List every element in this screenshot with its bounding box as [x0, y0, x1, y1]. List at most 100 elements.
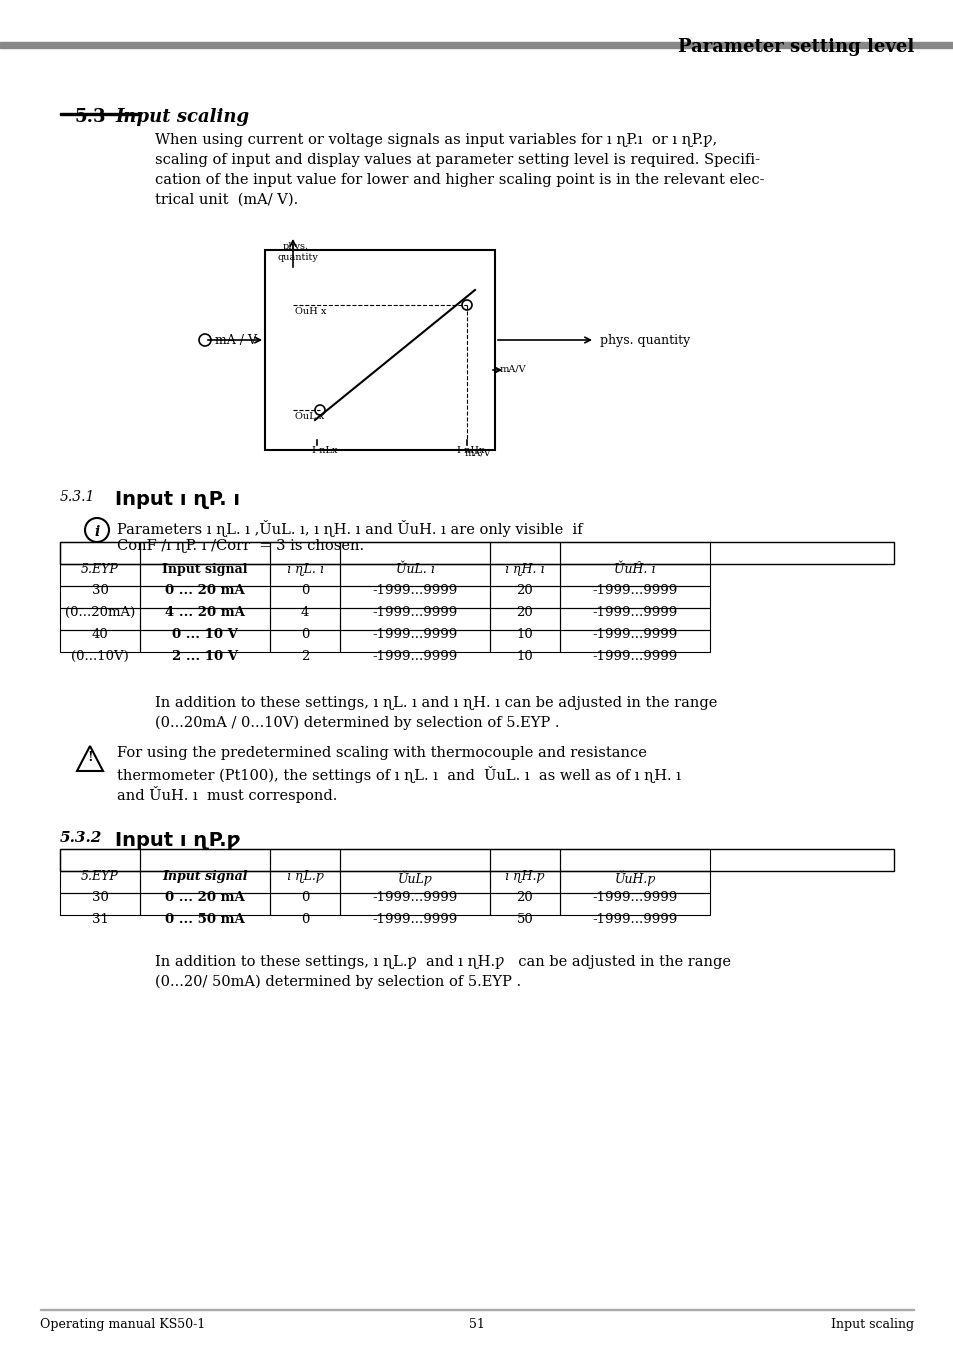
Bar	[270, 849, 339, 871]
Text: Input ı ɳP. ı: Input ı ɳP. ı	[115, 490, 240, 509]
Bar	[140, 892, 270, 915]
Text: phys. quantity: phys. quantity	[599, 333, 690, 347]
Bar	[140, 630, 270, 652]
Bar	[559, 630, 709, 652]
Text: 51: 51	[469, 1318, 484, 1331]
Text: -1999...9999: -1999...9999	[592, 585, 677, 597]
Text: -1999...9999: -1999...9999	[372, 913, 457, 926]
Bar	[265, 250, 495, 450]
Text: quantity: quantity	[277, 252, 318, 262]
Text: For using the predetermined scaling with thermocouple and resistance: For using the predetermined scaling with…	[117, 747, 646, 760]
Text: -1999...9999: -1999...9999	[372, 891, 457, 904]
Bar	[140, 586, 270, 608]
Text: (0...20mA): (0...20mA)	[65, 606, 135, 620]
Bar	[60, 541, 140, 564]
Bar	[140, 541, 270, 564]
Bar	[60, 608, 140, 630]
Bar	[60, 564, 140, 586]
Bar	[490, 541, 559, 564]
Bar	[339, 892, 490, 915]
Bar	[490, 849, 559, 871]
Bar	[490, 608, 559, 630]
Text: 0: 0	[300, 913, 309, 926]
Text: 0 ... 20 mA: 0 ... 20 mA	[165, 891, 245, 904]
Bar	[270, 541, 339, 564]
Text: (0...10V): (0...10V)	[71, 649, 129, 663]
Bar	[559, 564, 709, 586]
Text: 20: 20	[517, 891, 533, 904]
Bar	[140, 849, 270, 871]
Text: OuL x: OuL x	[294, 412, 324, 421]
Text: 5.EYP: 5.EYP	[81, 869, 119, 883]
Text: 5.3: 5.3	[75, 108, 107, 126]
Text: 2 ... 10 V: 2 ... 10 V	[172, 649, 237, 663]
Text: phys.: phys.	[283, 242, 309, 251]
Text: ǓuĤ. ı: ǓuĤ. ı	[614, 563, 655, 576]
Text: Parameter setting level: Parameter setting level	[677, 38, 913, 55]
Text: -1999...9999: -1999...9999	[372, 649, 457, 663]
Bar	[270, 564, 339, 586]
Text: OuH x: OuH x	[294, 306, 326, 316]
Text: I nLx: I nLx	[312, 446, 337, 455]
Text: -1999...9999: -1999...9999	[372, 628, 457, 641]
Text: 30: 30	[91, 585, 109, 597]
Text: 30: 30	[91, 891, 109, 904]
Bar	[339, 608, 490, 630]
Text: -1999...9999: -1999...9999	[592, 628, 677, 641]
Bar	[339, 564, 490, 586]
Text: ı ɳH. ı: ı ɳH. ı	[505, 563, 544, 576]
Bar	[559, 871, 709, 892]
Bar	[270, 871, 339, 892]
Bar	[60, 541, 893, 564]
Text: Parameters ı ɳL. ı ,ǓuL. ı, ı ɳH. ı and ǓuH. ı are only visible  if: Parameters ı ɳL. ı ,ǓuL. ı, ı ɳH. ı and …	[117, 520, 582, 537]
Bar	[60, 586, 140, 608]
Text: СonF /ı ɳP. ı /Сorr  = 3 is chosen.: СonF /ı ɳP. ı /Сorr = 3 is chosen.	[117, 539, 364, 553]
Text: 2: 2	[300, 649, 309, 663]
Text: -1999...9999: -1999...9999	[372, 585, 457, 597]
Text: 10: 10	[517, 628, 533, 641]
Bar	[60, 892, 140, 915]
Bar	[339, 871, 490, 892]
Bar	[60, 871, 140, 892]
Text: 5.3.2: 5.3.2	[60, 832, 102, 845]
Bar	[490, 586, 559, 608]
Text: ı ɳH.ƿ: ı ɳH.ƿ	[505, 869, 544, 883]
Text: cation of the input value for lower and higher scaling point is in the relevant : cation of the input value for lower and …	[154, 173, 763, 188]
Text: Input scaling: Input scaling	[830, 1318, 913, 1331]
Text: 0 ... 10 V: 0 ... 10 V	[172, 628, 237, 641]
Text: 0 ... 20 mA: 0 ... 20 mA	[165, 585, 245, 597]
Text: In addition to these settings, ı ɳL.ƿ  and ı ɳH.ƿ   can be adjusted in the range: In addition to these settings, ı ɳL.ƿ an…	[154, 954, 730, 969]
Text: 0: 0	[300, 891, 309, 904]
Text: Input signal: Input signal	[162, 869, 248, 883]
Text: -1999...9999: -1999...9999	[372, 606, 457, 620]
Text: !: !	[87, 751, 92, 764]
Bar	[339, 849, 490, 871]
Bar	[490, 630, 559, 652]
Text: -1999...9999: -1999...9999	[592, 913, 677, 926]
Bar	[339, 630, 490, 652]
Bar	[270, 630, 339, 652]
Text: Operating manual KS50-1: Operating manual KS50-1	[40, 1318, 205, 1331]
Bar	[60, 849, 893, 871]
Bar	[339, 586, 490, 608]
Text: mA/V: mA/V	[464, 448, 491, 458]
Bar	[140, 564, 270, 586]
Text: 40: 40	[91, 628, 109, 641]
Text: -1999...9999: -1999...9999	[592, 891, 677, 904]
Bar	[559, 892, 709, 915]
Text: Input ı ɳP.ƿ: Input ı ɳP.ƿ	[115, 832, 240, 850]
Text: 20: 20	[517, 606, 533, 620]
Text: (0...20mA / 0...10V) determined by selection of 5.EYP .: (0...20mA / 0...10V) determined by selec…	[154, 716, 558, 730]
Text: ǓuL. ı: ǓuL. ı	[395, 563, 434, 576]
Text: mA/V: mA/V	[499, 364, 526, 374]
Text: When using current or voltage signals as input variables for ı ɳP.ı  or ı ɳP.ƿ,: When using current or voltage signals as…	[154, 134, 717, 147]
Text: In addition to these settings, ı ɳL. ı and ı ɳH. ı can be adjusted in the range: In addition to these settings, ı ɳL. ı a…	[154, 697, 717, 710]
Bar	[140, 871, 270, 892]
Text: i: i	[94, 525, 99, 539]
Text: 20: 20	[517, 585, 533, 597]
Bar	[490, 564, 559, 586]
Bar	[60, 849, 140, 871]
Text: 5.EYP: 5.EYP	[81, 563, 119, 576]
Text: ǓuLƿ: ǓuLƿ	[397, 869, 432, 886]
Text: -1999...9999: -1999...9999	[592, 649, 677, 663]
